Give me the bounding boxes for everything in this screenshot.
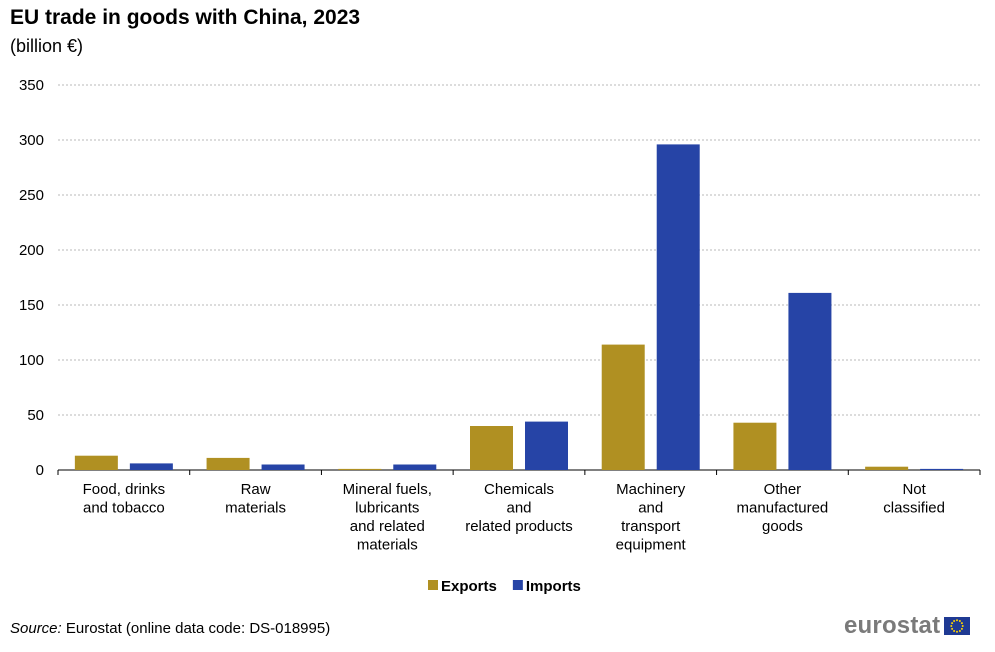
x-category-label-line: and related (350, 518, 425, 535)
x-category-label: Raw materials (225, 481, 286, 517)
y-tick-label: 0 (36, 462, 44, 479)
x-category-label: Other manufactured goods (737, 481, 829, 535)
bar-exports (206, 457, 250, 470)
x-category-label-line: Mineral fuels, (343, 481, 432, 498)
x-category-label-line: Chemicals (484, 481, 554, 498)
x-category-label-line: and (638, 500, 663, 517)
source-note: Source: Eurostat (online data code: DS-0… (10, 620, 330, 637)
x-category-label-line: goods (762, 518, 803, 535)
y-tick-label: 250 (19, 187, 44, 204)
source-label: Source: (10, 620, 62, 637)
bar-exports (865, 466, 909, 470)
x-category-label-line: equipment (616, 537, 687, 554)
x-category-label-line: Not (902, 481, 926, 498)
x-category-label-line: and (506, 500, 531, 517)
bar-imports (525, 421, 568, 470)
x-category-label-line: related products (465, 518, 573, 535)
x-category-label-line: manufactured (737, 500, 829, 517)
bar-exports (470, 426, 513, 470)
bar-exports (733, 422, 777, 470)
bar-exports (601, 344, 645, 470)
bar-imports (788, 292, 832, 470)
bar-imports (656, 144, 700, 470)
legend-swatch-imports (512, 580, 523, 590)
bar-imports (261, 464, 305, 470)
y-tick-label: 200 (19, 242, 44, 259)
x-category-label-line: Raw (241, 481, 271, 498)
chart-title: EU trade in goods with China, 2023 (10, 6, 361, 29)
source-text: Eurostat (online data code: DS-018995) (61, 620, 331, 637)
y-tick-label: 150 (19, 297, 44, 314)
x-category-label: Machinery and transport equipment (616, 481, 687, 554)
x-category-label: Food, drinks and tobacco (83, 481, 166, 517)
legend-label-imports: Imports (526, 578, 581, 595)
x-category-label: Chemicals and related products (465, 481, 573, 535)
y-tick-label: 50 (27, 407, 44, 424)
bar-imports (129, 463, 173, 470)
bar-exports (74, 455, 118, 470)
x-category-label: Mineral fuels, lubricants and related mater… (343, 481, 432, 554)
chart-subtitle: (billion €) (10, 36, 84, 56)
x-category-label-line: classified (883, 500, 945, 517)
legend-swatch-exports (428, 580, 438, 590)
x-category-label: Not classified (883, 481, 945, 517)
bar-exports (338, 468, 382, 470)
x-category-label-line: lubricants (355, 500, 419, 517)
y-tick-label: 100 (19, 352, 44, 369)
x-category-label-line: Other (764, 481, 802, 498)
x-category-label-line: materials (357, 537, 418, 554)
y-tick-label: 300 (19, 132, 44, 149)
bar-imports (920, 468, 964, 470)
legend-label-exports: Exports (441, 578, 497, 595)
x-category-label-line: Food, drinks (83, 481, 166, 498)
x-category-label-line: and tobacco (83, 500, 165, 517)
eu-flag-icon (944, 617, 971, 635)
x-category-label-line: transport (621, 518, 681, 535)
x-category-label-line: materials (225, 500, 286, 517)
logo-text: eurostat (844, 612, 941, 639)
eurostat-logo: eurostat (844, 612, 971, 639)
x-category-label-line: Machinery (616, 481, 686, 498)
bar-imports (393, 464, 437, 470)
y-tick-label: 350 (19, 77, 44, 94)
